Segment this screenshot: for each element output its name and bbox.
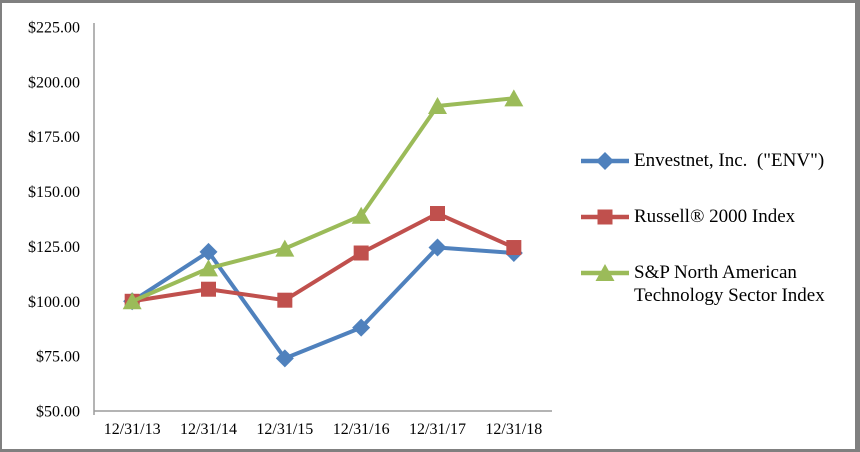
data-point-marker-diamond <box>428 238 447 257</box>
data-point-marker-triangle <box>199 259 218 277</box>
data-point-marker-triangle <box>351 206 371 224</box>
data-point-marker-diamond <box>199 242 218 261</box>
legend-item-russell-2000: Russell® 2000 Index <box>580 205 852 228</box>
data-point-marker-square <box>277 292 293 308</box>
x-axis-tick-label: 12/31/14 <box>180 421 237 438</box>
series-line-1 <box>130 211 516 304</box>
data-point-marker-triangle <box>122 292 142 310</box>
legend-triangle-marker-icon <box>581 264 629 281</box>
y-axis-tick-label: $50.00 <box>36 404 80 421</box>
data-point-marker-diamond <box>275 349 294 368</box>
y-axis-tick-label: $100.00 <box>28 294 80 311</box>
y-axis-tick-label: $175.00 <box>28 129 80 146</box>
chart-plot-area: $50.00 $75.00 $100.00 $125.00 $150.00 $175.00… <box>28 20 552 438</box>
legend-marker-shape <box>595 264 615 281</box>
data-point-marker-square <box>506 240 522 256</box>
legend-item-envestnet: Envestnet, Inc. ("ENV") <box>580 149 852 172</box>
data-point-marker-triangle <box>275 239 295 257</box>
y-axis-tick-label: $75.00 <box>36 349 80 366</box>
legend-diamond-marker-icon <box>581 152 629 170</box>
x-axis-tick-label: 12/31/18 <box>485 421 542 438</box>
y-axis-tick-label: $225.00 <box>28 20 80 37</box>
x-axis-tick-label: 12/31/17 <box>409 421 466 438</box>
series-line-0 <box>130 245 516 361</box>
data-point-marker-triangle <box>428 96 447 114</box>
series-line-2 <box>130 96 516 304</box>
legend-item-sp-na-tech: S&P North American Technology Sector Ind… <box>580 261 852 307</box>
data-point-marker-triangle <box>504 89 524 107</box>
data-point-marker-square <box>430 206 445 222</box>
x-axis-tick-label: 12/31/16 <box>333 421 390 438</box>
data-point-marker-square <box>353 245 369 261</box>
legend-marker-shape <box>596 152 614 170</box>
legend-marker-shape <box>597 209 613 225</box>
chart-legend: Envestnet, Inc. ("ENV") Russell® 2000 In… <box>580 149 852 307</box>
y-axis-tick-label: $125.00 <box>28 239 80 256</box>
y-axis-tick-label: $200.00 <box>28 74 80 91</box>
y-axis-tick-label: $150.00 <box>28 184 80 201</box>
legend-label: S&P North American Technology Sector Ind… <box>634 262 825 306</box>
legend-label: Russell® 2000 Index <box>634 206 796 227</box>
data-point-marker-diamond <box>352 318 371 337</box>
x-axis-tick-label: 12/31/15 <box>256 421 313 438</box>
x-axis-tick-label: 12/31/13 <box>104 421 161 438</box>
legend-square-marker-icon <box>581 209 629 225</box>
data-point-marker-square <box>201 281 216 297</box>
legend-label: Envestnet, Inc. ("ENV") <box>634 150 825 171</box>
